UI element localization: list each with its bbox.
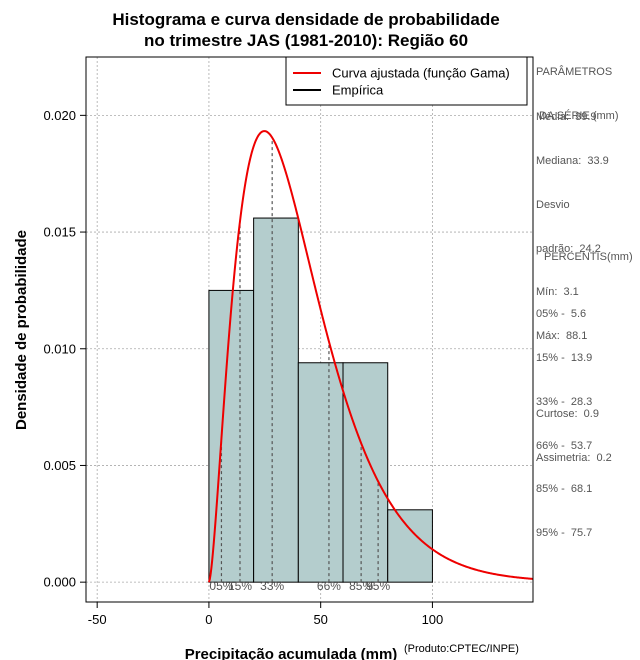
y-tick-label: 0.010 [43,341,76,356]
x-tick-label: -50 [88,612,107,627]
params-title-line: DA SÉRIE (mm) [536,109,619,122]
param-std-label: Desvio [536,198,570,211]
y-axis-label: Densidade de probabilidade [13,230,30,430]
x-tick-label: 50 [313,612,327,627]
percentil-66: 66% - 53.7 [536,439,593,452]
y-tick-label: 0.000 [43,575,76,590]
percentile-lines [220,137,379,583]
kurtosis: Curtose: 0.9 [536,408,599,421]
y-axis: 0.000 0.005 0.010 0.015 0.020 [43,108,86,590]
histogram-bar [208,289,255,583]
percentil-33: 33% - 28.3 [536,395,593,408]
param-max: Máx: 88.1 [536,330,588,343]
legend-box [285,56,528,106]
skewness: Assimetria: 0.2 [536,451,612,464]
percentile-label: 95% [366,579,390,593]
percentil-15: 15% - 13.9 [536,351,593,364]
y-tick-label: 0.015 [43,225,76,240]
histogram-bars [208,217,433,583]
percentil-95: 95% - 75.7 [536,527,593,540]
param-median: Mediana: 33.9 [536,154,609,167]
percentil-05: 05% - 5.6 [536,308,587,321]
histogram-bar [342,362,389,583]
percentile-label: 85% [349,579,373,593]
params-title: PARÂMETROS DA SÉRIE (mm) [536,36,619,138]
param-std: padrão: 24.2 [536,242,601,255]
histogram-bar [253,217,299,583]
x-axis: -50 0 50 100 [88,602,444,627]
percentile-label: 15% [228,579,252,593]
credit-label: (Produto:CPTEC/INPE) [404,643,519,655]
x-tick-label: 0 [205,612,212,627]
params-title-line: PARÂMETROS [536,66,613,79]
percentis-title: PERCENTIS(mm) [544,251,633,263]
gamma-fit-curve [207,130,534,583]
percentis-list: 05% - 5.6 15% - 13.9 33% - 28.3 66% - 53… [536,278,592,555]
percentile-labels: 05%15% 33% 66% 85%95% [209,579,390,593]
chart-title-line-2: no trimestre JAS (1981-2010): Região 60 [144,31,468,50]
y-tick-label: 0.005 [43,458,76,473]
x-tick-label: 100 [422,612,444,627]
legend: Curva ajustada (função Gama) Empírica [285,56,528,106]
percentil-85: 85% - 68.1 [536,483,593,496]
percentile-label: 33% [260,579,284,593]
percentile-label: 05% [209,579,233,593]
chart-title-line-1: Histograma e curva densidade de probabil… [112,10,499,29]
params-list: Média: 39.9 Mediana: 33.9 Desvio padrão:… [536,81,609,358]
percentile-label: 66% [317,579,341,593]
shape-stats: Curtose: 0.9 Assimetria: 0.2 [536,378,612,480]
histogram-bar [297,362,344,583]
param-min: Mín: 3.1 [536,286,579,299]
legend-curve-label: Curva ajustada (função Gama) [332,66,510,81]
histogram-bar [387,509,433,583]
y-tick-label: 0.020 [43,108,76,123]
x-axis-label: Precipitação acumulada (mm) [185,646,398,660]
param-mean: Média: 39.9 [536,111,597,124]
legend-empirical-label: Empírica [332,83,384,98]
